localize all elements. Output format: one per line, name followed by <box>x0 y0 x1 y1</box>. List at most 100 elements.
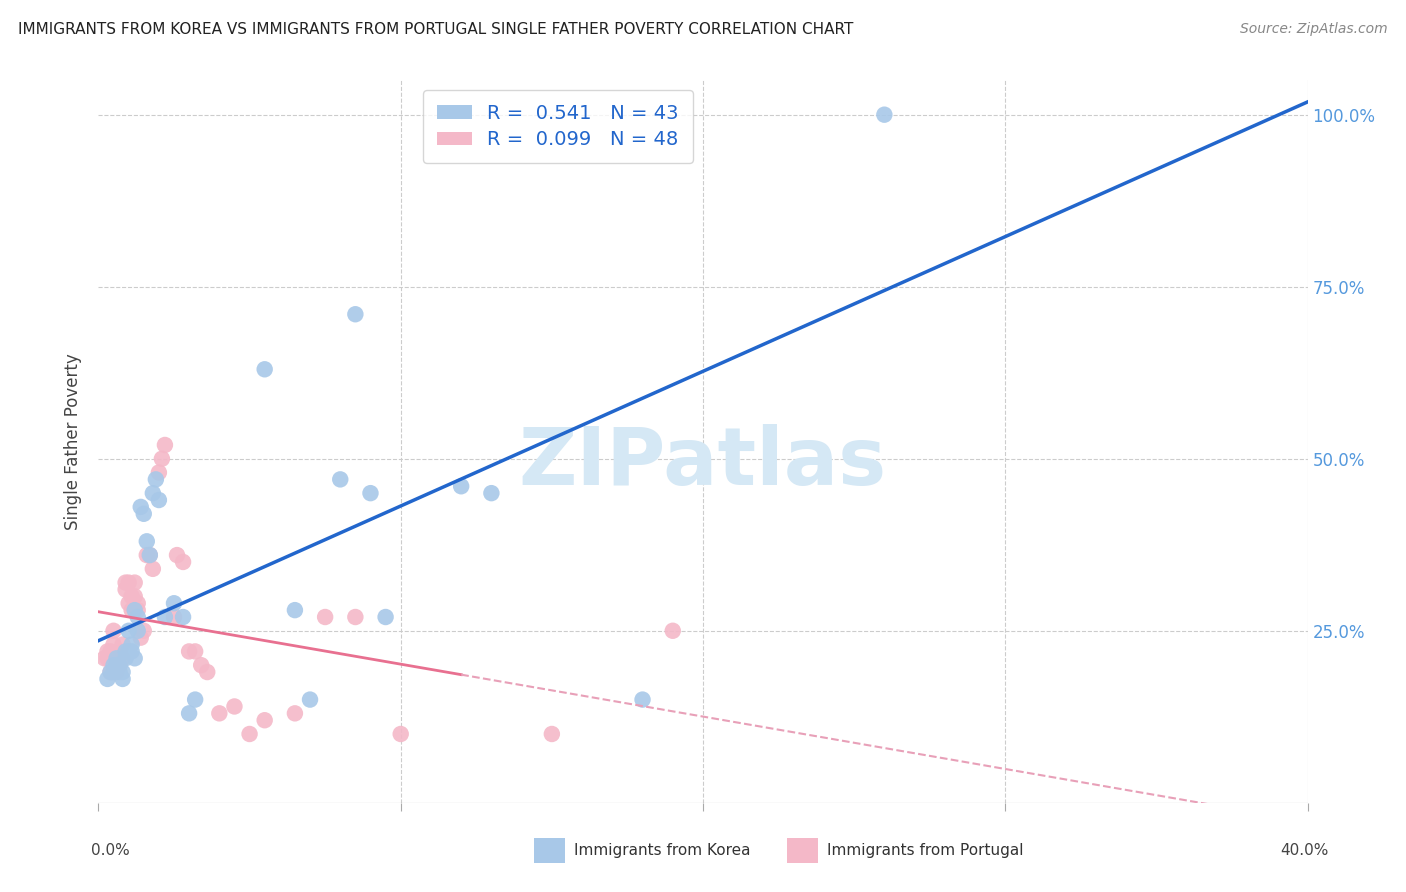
Point <box>103 658 125 673</box>
Point <box>118 575 141 590</box>
Point <box>148 493 170 508</box>
Point <box>96 644 118 658</box>
Point <box>153 610 176 624</box>
Point <box>374 610 396 624</box>
Point <box>184 644 207 658</box>
Point <box>132 507 155 521</box>
Point <box>139 548 162 562</box>
Point <box>450 479 472 493</box>
Point <box>96 651 118 665</box>
Point <box>121 638 143 652</box>
Point <box>631 692 654 706</box>
Point <box>284 603 307 617</box>
Point <box>163 610 186 624</box>
Text: IMMIGRANTS FROM KOREA VS IMMIGRANTS FROM PORTUGAL SINGLE FATHER POVERTY CORRELAT: IMMIGRANTS FROM KOREA VS IMMIGRANTS FROM… <box>18 22 853 37</box>
Point <box>108 644 131 658</box>
Point <box>114 644 136 658</box>
Point <box>114 582 136 597</box>
Point <box>114 575 136 590</box>
Point <box>661 624 683 638</box>
Point <box>124 590 146 604</box>
Point <box>153 438 176 452</box>
Text: 0.0%: 0.0% <box>91 843 131 858</box>
Point <box>105 651 128 665</box>
Point <box>100 665 122 679</box>
Point <box>108 665 131 679</box>
Text: Source: ZipAtlas.com: Source: ZipAtlas.com <box>1240 22 1388 37</box>
Text: ZIPatlas: ZIPatlas <box>519 425 887 502</box>
Point <box>148 466 170 480</box>
Point <box>142 562 165 576</box>
Point <box>111 651 134 665</box>
Point <box>118 624 141 638</box>
Point <box>179 644 201 658</box>
Point <box>329 472 352 486</box>
Point <box>135 534 157 549</box>
Point <box>121 644 143 658</box>
Point <box>121 603 143 617</box>
Point <box>127 596 149 610</box>
Text: Immigrants from Korea: Immigrants from Korea <box>574 844 751 858</box>
Point <box>172 610 194 624</box>
Point <box>253 362 276 376</box>
Point <box>118 596 141 610</box>
Point <box>103 638 125 652</box>
Point <box>145 472 167 486</box>
Point <box>150 451 173 466</box>
Point <box>239 727 262 741</box>
Point <box>127 603 149 617</box>
Point <box>124 651 146 665</box>
Point <box>166 548 188 562</box>
Point <box>284 706 307 721</box>
Point <box>299 692 322 706</box>
Point <box>172 555 194 569</box>
Point <box>253 713 276 727</box>
Point <box>100 644 122 658</box>
Text: Immigrants from Portugal: Immigrants from Portugal <box>827 844 1024 858</box>
Point <box>360 486 382 500</box>
Point <box>135 548 157 562</box>
Point <box>208 706 231 721</box>
Point <box>93 651 115 665</box>
Point <box>121 590 143 604</box>
Text: 40.0%: 40.0% <box>1281 843 1329 858</box>
Point <box>179 706 201 721</box>
Point <box>108 658 131 673</box>
Point <box>103 624 125 638</box>
Point <box>100 665 122 679</box>
Point <box>132 624 155 638</box>
Point <box>389 727 412 741</box>
Point <box>540 727 562 741</box>
Point <box>111 638 134 652</box>
Point <box>142 486 165 500</box>
Point <box>127 624 149 638</box>
Point <box>127 610 149 624</box>
Point <box>111 665 134 679</box>
Point <box>124 575 146 590</box>
Point <box>108 658 131 673</box>
Point <box>124 603 146 617</box>
Point <box>163 596 186 610</box>
Legend: R =  0.541   N = 43, R =  0.099   N = 48: R = 0.541 N = 43, R = 0.099 N = 48 <box>423 90 693 163</box>
Point <box>129 631 152 645</box>
Point <box>314 610 336 624</box>
Point <box>111 672 134 686</box>
Point <box>103 665 125 679</box>
Point <box>481 486 503 500</box>
Point <box>114 651 136 665</box>
Y-axis label: Single Father Poverty: Single Father Poverty <box>65 353 83 530</box>
Point <box>96 672 118 686</box>
Point <box>184 692 207 706</box>
Point <box>139 548 162 562</box>
Point <box>344 307 367 321</box>
Point <box>105 651 128 665</box>
Point <box>129 500 152 514</box>
Point <box>190 658 212 673</box>
Point <box>224 699 246 714</box>
Point <box>344 610 367 624</box>
Point <box>118 644 141 658</box>
Point <box>195 665 218 679</box>
Point <box>105 665 128 679</box>
Point <box>873 108 896 122</box>
Point <box>105 658 128 673</box>
